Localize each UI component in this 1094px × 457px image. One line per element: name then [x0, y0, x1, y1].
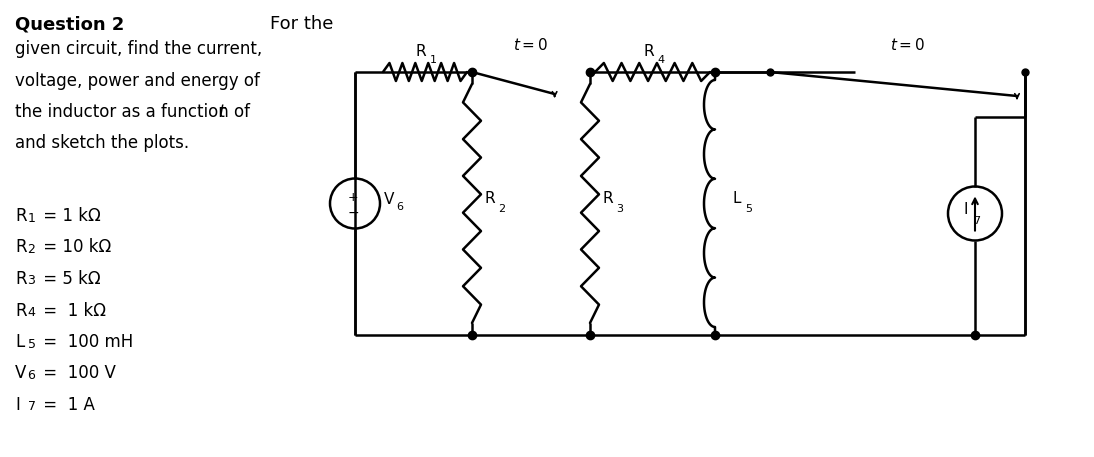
Text: 6: 6 [27, 369, 35, 382]
Text: R: R [15, 270, 26, 288]
Text: 4: 4 [27, 306, 35, 319]
Text: I: I [15, 396, 20, 414]
Text: $t = 0$: $t = 0$ [889, 37, 926, 53]
Text: 1: 1 [430, 55, 437, 65]
Text: = 5 kΩ: = 5 kΩ [38, 270, 101, 288]
Text: R: R [603, 191, 614, 206]
Text: = 10 kΩ: = 10 kΩ [38, 239, 112, 256]
Text: R: R [15, 302, 26, 319]
Text: 5: 5 [27, 338, 35, 351]
Text: =  100 V: = 100 V [38, 365, 116, 383]
Text: 5: 5 [745, 204, 752, 214]
Text: $t = 0$: $t = 0$ [513, 37, 549, 53]
Text: 1: 1 [27, 212, 35, 224]
Text: 3: 3 [27, 275, 35, 287]
Text: voltage, power and energy of: voltage, power and energy of [15, 71, 260, 90]
Text: 3: 3 [616, 204, 622, 214]
Text: R: R [15, 239, 26, 256]
Text: t: t [219, 103, 225, 121]
Text: =  1 A: = 1 A [38, 396, 95, 414]
Text: L: L [732, 191, 741, 206]
Text: R: R [485, 191, 496, 206]
Text: Question 2: Question 2 [15, 15, 125, 33]
Text: −: − [347, 206, 359, 219]
Text: R: R [15, 207, 26, 225]
Text: 4: 4 [656, 55, 664, 65]
Text: 6: 6 [396, 202, 403, 213]
Text: L: L [15, 333, 24, 351]
Text: 2: 2 [27, 243, 35, 256]
Text: R: R [643, 44, 654, 59]
Text: =  1 kΩ: = 1 kΩ [38, 302, 106, 319]
Text: For the: For the [270, 15, 334, 33]
Text: 7: 7 [27, 400, 35, 414]
Text: =  100 mH: = 100 mH [38, 333, 133, 351]
Text: the inductor as a function of: the inductor as a function of [15, 103, 255, 121]
Text: 2: 2 [498, 204, 505, 214]
Text: given circuit, find the current,: given circuit, find the current, [15, 40, 263, 58]
Text: and sketch the plots.: and sketch the plots. [15, 134, 189, 153]
Text: V: V [15, 365, 26, 383]
Text: I: I [964, 202, 968, 217]
Text: 7: 7 [973, 217, 980, 227]
Text: V: V [384, 192, 394, 207]
Text: R: R [416, 44, 427, 59]
Text: +: + [348, 191, 359, 204]
Text: = 1 kΩ: = 1 kΩ [38, 207, 102, 225]
